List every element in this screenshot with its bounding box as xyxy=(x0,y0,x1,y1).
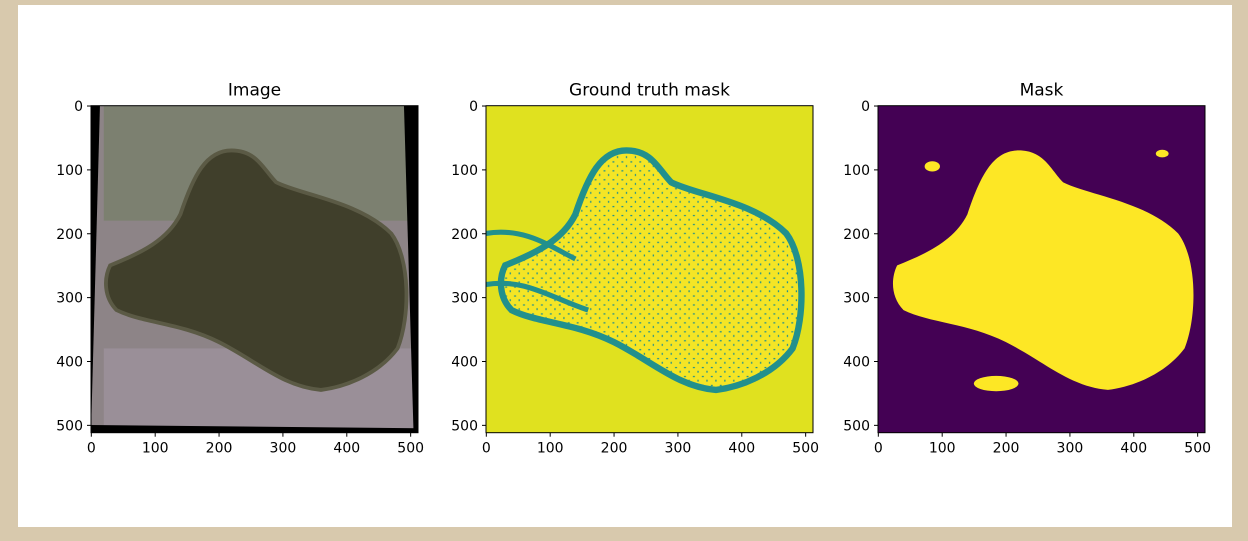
y-tick-label: 100 xyxy=(56,163,83,179)
ground-truth-panel xyxy=(486,106,813,433)
x-tick-label: 100 xyxy=(142,441,169,457)
y-tick-label: 100 xyxy=(843,163,870,179)
y-tick-label: 500 xyxy=(451,418,478,434)
axes-title: Ground truth mask xyxy=(569,81,730,101)
image-panel xyxy=(91,106,418,433)
x-tick-label: 300 xyxy=(270,441,297,457)
x-tick-label: 500 xyxy=(397,441,424,457)
y-tick-label: 0 xyxy=(861,99,870,115)
x-tick-label: 100 xyxy=(929,441,956,457)
x-tick-label: 200 xyxy=(601,441,628,457)
y-tick-label: 300 xyxy=(451,291,478,307)
x-tick-label: 0 xyxy=(87,441,96,457)
y-tick-label: 0 xyxy=(469,99,478,115)
y-tick-label: 400 xyxy=(56,354,83,370)
y-tick-label: 300 xyxy=(56,291,83,307)
x-tick-label: 300 xyxy=(665,441,692,457)
x-tick-label: 100 xyxy=(537,441,564,457)
y-tick-label: 0 xyxy=(74,99,83,115)
x-tick-label: 300 xyxy=(1057,441,1084,457)
x-tick-label: 400 xyxy=(728,441,755,457)
page: Image01002003004005000100200300400500Gro… xyxy=(0,0,1248,537)
axes-title: Mask xyxy=(1020,81,1064,101)
x-tick-label: 200 xyxy=(993,441,1020,457)
y-tick-label: 500 xyxy=(843,418,870,434)
x-tick-label: 0 xyxy=(874,441,883,457)
x-tick-label: 400 xyxy=(333,441,360,457)
y-tick-label: 100 xyxy=(451,163,478,179)
y-tick-label: 200 xyxy=(451,227,478,243)
y-tick-label: 500 xyxy=(56,418,83,434)
x-tick-label: 0 xyxy=(482,441,491,457)
y-tick-label: 200 xyxy=(56,227,83,243)
axes-title: Image xyxy=(228,81,281,101)
x-tick-label: 500 xyxy=(792,441,819,457)
y-tick-label: 400 xyxy=(451,354,478,370)
y-tick-label: 200 xyxy=(843,227,870,243)
y-tick-label: 400 xyxy=(843,354,870,370)
x-tick-label: 200 xyxy=(206,441,233,457)
y-tick-label: 300 xyxy=(843,291,870,307)
x-tick-label: 400 xyxy=(1120,441,1147,457)
x-tick-label: 500 xyxy=(1184,441,1211,457)
figure: Image01002003004005000100200300400500Gro… xyxy=(0,0,1248,537)
mask-panel xyxy=(878,106,1205,433)
